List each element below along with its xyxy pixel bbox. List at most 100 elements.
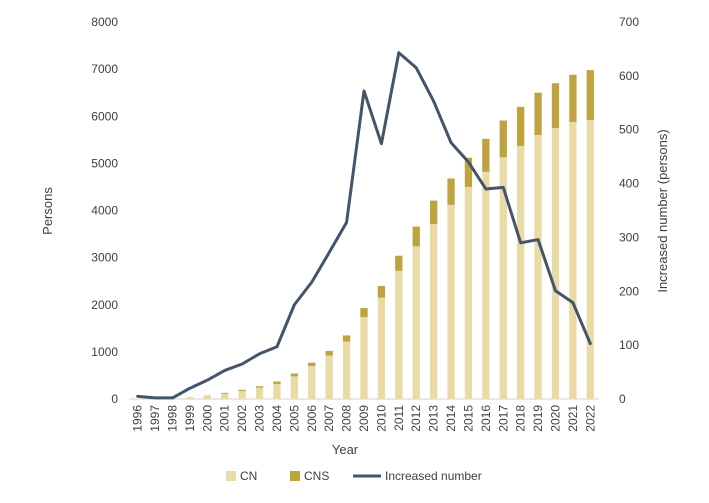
y2-tick-label: 700 [619, 15, 639, 29]
bar-cns-2008 [343, 335, 350, 341]
bar-cns-2021 [569, 75, 576, 122]
x-tick-label: 2011 [392, 405, 406, 431]
bar-cns-2010 [378, 286, 385, 298]
bar-cns-2020 [552, 83, 559, 128]
bar-cn-2016 [482, 172, 489, 399]
legend-swatch-cn [226, 471, 236, 481]
bar-cn-2004 [273, 384, 280, 399]
bar-cns-2002 [238, 390, 245, 391]
legend-label-increased-number: Increased number [385, 469, 482, 483]
bar-cn-2009 [360, 317, 367, 399]
bar-cns-2018 [517, 107, 524, 146]
x-tick-label: 2001 [218, 405, 232, 432]
bar-cn-2018 [517, 146, 524, 399]
x-tick-label: 1996 [131, 405, 145, 432]
bar-cn-2001 [221, 394, 228, 399]
bar-cn-2010 [378, 298, 385, 399]
bar-cns-2006 [308, 363, 315, 366]
x-tick-label: 2009 [357, 405, 371, 432]
y2-tick-label: 0 [619, 392, 626, 406]
y-tick-label: 0 [111, 392, 118, 406]
y2-tick-label: 500 [619, 123, 639, 137]
x-tick-label: 2007 [322, 405, 336, 432]
x-axis-title: Year [332, 442, 359, 457]
y2-tick-label: 300 [619, 230, 639, 244]
bar-cn-1999 [186, 398, 193, 399]
x-tick-label: 2018 [514, 405, 528, 432]
bar-cn-2012 [413, 246, 420, 399]
legend-label-cn: CN [240, 469, 257, 483]
bar-cns-2005 [291, 374, 298, 377]
y-tick-label: 4000 [91, 204, 118, 218]
y-tick-label: 3000 [91, 251, 118, 265]
bar-cn-2006 [308, 366, 315, 399]
y2-tick-label: 600 [619, 69, 639, 83]
x-tick-label: 2004 [270, 405, 284, 432]
x-tick-label: 2006 [305, 405, 319, 432]
bar-cns-2022 [587, 70, 594, 120]
y-tick-label: 7000 [91, 62, 118, 76]
y2-axis-title: Increased number (persons) [655, 129, 670, 292]
legend-swatch-cns [290, 471, 300, 481]
bar-cn-2015 [465, 187, 472, 399]
x-tick-label: 2022 [583, 405, 597, 432]
x-tick-label: 2008 [340, 405, 354, 432]
bar-cn-2020 [552, 128, 559, 399]
bar-cns-2011 [395, 256, 402, 271]
x-tick-label: 2017 [496, 405, 510, 432]
bar-cn-2000 [204, 396, 211, 399]
x-tick-label: 2003 [253, 405, 267, 432]
x-tick-label: 1997 [148, 405, 162, 432]
bar-cns-2013 [430, 201, 437, 225]
y2-tick-label: 100 [619, 338, 639, 352]
bar-cns-2001 [221, 393, 228, 394]
x-tick-label: 2014 [444, 405, 458, 432]
bar-cns-2004 [273, 382, 280, 384]
x-tick-label: 1998 [166, 405, 180, 432]
y-tick-label: 6000 [91, 109, 118, 123]
bar-cn-2008 [343, 342, 350, 399]
x-tick-label: 2012 [409, 405, 423, 432]
x-tick-label: 2010 [374, 405, 388, 432]
bar-cns-2007 [326, 351, 333, 356]
bar-cn-2003 [256, 388, 263, 399]
legend: CN CNS Increased number [226, 469, 482, 483]
bar-cn-2019 [534, 135, 541, 399]
bar-cn-2002 [238, 391, 245, 399]
legend-label-cns: CNS [304, 469, 329, 483]
bar-cns-2014 [447, 178, 454, 204]
y-tick-label: 1000 [91, 345, 118, 359]
y2-tick-label: 400 [619, 177, 639, 191]
y-axis-title: Persons [40, 187, 55, 235]
bar-cn-2005 [291, 376, 298, 399]
x-tick-label: 1999 [183, 405, 197, 432]
plot-area: 0 1000 2000 3000 4000 5000 6000 7000 8000 0 100 200… [91, 15, 639, 432]
bar-cn-2022 [587, 120, 594, 399]
x-tick-label: 2005 [287, 405, 301, 432]
y-tick-label: 5000 [91, 156, 118, 170]
x-tick-label: 2000 [200, 405, 214, 432]
bar-cns-2003 [256, 386, 263, 387]
x-tick-label: 2020 [548, 405, 562, 432]
y-tick-label: 2000 [91, 298, 118, 312]
bar-cns-2017 [500, 120, 507, 157]
bar-cns-2012 [413, 227, 420, 247]
bar-cns-2016 [482, 139, 489, 172]
x-tick-label: 2013 [427, 405, 441, 432]
bar-cns-2009 [360, 308, 367, 317]
x-tick-label: 2002 [235, 405, 249, 432]
bar-cn-2014 [447, 205, 454, 399]
y-tick-label: 8000 [91, 15, 118, 29]
bar-cn-2011 [395, 271, 402, 399]
bar-cns-2019 [534, 93, 541, 135]
y2-tick-label: 200 [619, 284, 639, 298]
x-tick-label: 2019 [531, 405, 545, 432]
bar-cn-2007 [326, 356, 333, 399]
x-tick-label: 2021 [566, 405, 580, 432]
bar-cn-2013 [430, 224, 437, 399]
bar-cn-2021 [569, 122, 576, 399]
x-tick-label: 2015 [461, 405, 475, 432]
x-tick-label: 2016 [479, 405, 493, 432]
